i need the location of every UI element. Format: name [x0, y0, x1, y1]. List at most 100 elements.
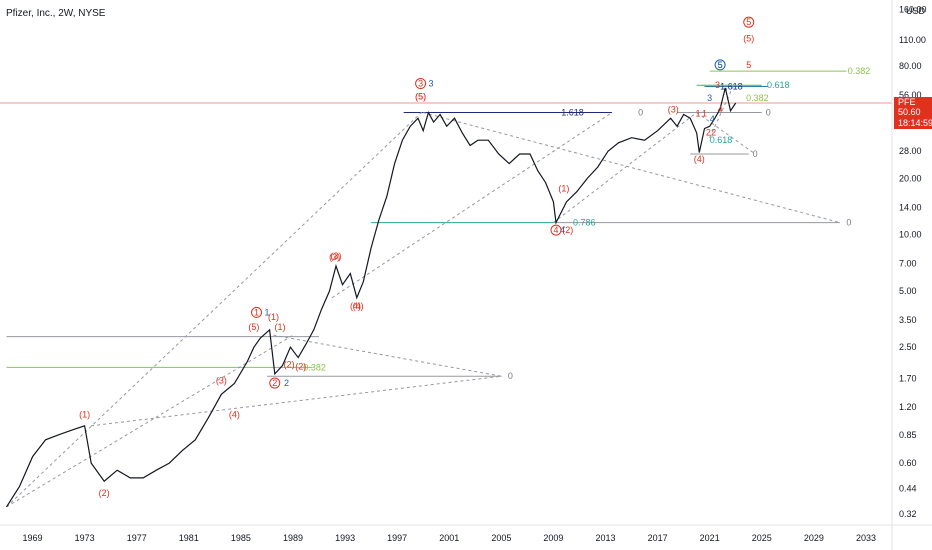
wave-label-blue: 1 — [264, 307, 269, 317]
y-tick-label: 10.00 — [899, 230, 922, 240]
x-tick-label: 2017 — [648, 533, 668, 543]
current-price-value: 50.60 18:14:59 — [894, 107, 932, 130]
wave-circle-label: 2 — [272, 378, 277, 388]
wave-label-blue: 3 — [707, 93, 712, 103]
fib-label: 0.382 — [303, 362, 326, 372]
x-tick-label: 2013 — [596, 533, 616, 543]
price-line — [5, 87, 737, 508]
wave-label-red: 1 — [702, 108, 707, 118]
y-tick-label: 3.50 — [899, 315, 917, 325]
fib-label: 0.382 — [848, 66, 871, 76]
price-tag-price: 50.60 — [898, 107, 921, 118]
fib-label: 1.618 — [561, 108, 584, 118]
fib-label: 0 — [753, 149, 758, 159]
x-tick-label: 2021 — [700, 533, 720, 543]
wave-circle-label: 5 — [718, 60, 723, 70]
y-tick-label: 0.85 — [899, 430, 917, 440]
y-tick-label: 5.00 — [899, 286, 917, 296]
wave-label-blue: 2 — [284, 378, 289, 388]
wave-label-red: (3) — [668, 105, 679, 115]
y-tick-label: 7.00 — [899, 259, 917, 269]
wave-circle — [550, 224, 562, 236]
y-tick-label: 110.00 — [899, 35, 926, 45]
wave-label-red: (5) — [415, 91, 426, 101]
time-axis[interactable]: 1969 1973 1977 1981 1985 1989 1993 1997 2001 2005… — [0, 524, 932, 543]
wave-label-red: (4) — [694, 154, 705, 164]
trend-line[interactable] — [91, 375, 502, 427]
y-tick-label: 80.00 — [899, 61, 922, 71]
y-tick-label: 14.00 — [899, 202, 922, 212]
y-tick-label: 160.00 — [899, 5, 927, 15]
x-tick-label: 1989 — [283, 533, 303, 543]
x-tick-label: 2025 — [752, 533, 772, 543]
fib-label: 0.618 — [767, 80, 790, 90]
x-tick-label: 1973 — [75, 533, 95, 543]
fib-label: 0 — [508, 371, 513, 381]
x-tick-label: 1997 — [387, 533, 407, 543]
wave-label-red: 2 — [706, 127, 711, 137]
trend-line[interactable] — [273, 334, 502, 377]
wave-label-red: 5 — [746, 60, 751, 70]
price-tag-countdown: 18:14:59 — [898, 118, 932, 129]
wave-circle-label: 4 — [554, 225, 559, 235]
y-tick-label: 1.70 — [899, 374, 917, 384]
trend-line[interactable] — [423, 112, 841, 224]
wave-circle — [714, 59, 726, 71]
y-tick-label: 0.60 — [899, 458, 917, 468]
wave-label-red: (2) — [284, 359, 295, 369]
wave-label-red: (4) — [229, 410, 240, 420]
fib-label: 0.382 — [746, 93, 769, 103]
price-tag-symbol: PFE — [898, 97, 916, 108]
wave-label-blue: 4 — [560, 225, 565, 235]
y-tick-label: 1.20 — [899, 402, 917, 412]
price-axis[interactable]: 160.00110.0080.0056.0040.0028.0020.0014.… — [891, 0, 927, 550]
wave-label-red: (3) — [329, 252, 340, 262]
y-tick-label: 56.00 — [899, 90, 922, 100]
wave-label-red: (4) — [353, 301, 364, 311]
trend-line[interactable] — [331, 112, 613, 299]
chart-legend[interactable]: Pfizer, Inc., 2W, NYSE — [6, 8, 105, 19]
wave-label-blue: 3 — [429, 79, 434, 89]
wave-label-red: (5) — [415, 91, 426, 101]
wave-label-red: (5) — [743, 33, 754, 43]
fib-label: 0.786 — [573, 218, 596, 228]
wave-label-red: (1) — [558, 184, 569, 194]
wave-circle — [415, 78, 427, 90]
wave-label-red: (2) — [295, 362, 306, 372]
wave-label-red: 2 — [711, 127, 716, 137]
x-tick-label: 1969 — [23, 533, 43, 543]
y-tick-label: 0.44 — [899, 483, 917, 493]
wave-label-red: 3 — [715, 80, 720, 90]
symbol-title: Pfizer, Inc., 2W, NYSE — [6, 8, 106, 19]
wave-label-red: (1) — [274, 322, 285, 332]
wave-label-red: (4) — [350, 301, 361, 311]
x-tick-label: 2001 — [439, 533, 459, 543]
wave-circle-label: 3 — [418, 79, 423, 89]
fibonacci-lines[interactable]: 1.618 0 0.786 0 0.382 0 1.618 0.618 0.382 0.382 0 0… — [0, 66, 892, 508]
fib-label: 1.618 — [720, 82, 743, 92]
y-tick-label: 28.00 — [899, 146, 922, 156]
wave-label-red: (3) — [330, 251, 341, 261]
x-tick-label: 1985 — [231, 533, 251, 543]
x-tick-label: 2005 — [491, 533, 511, 543]
x-tick-label: 1981 — [179, 533, 199, 543]
wave-annotations: (1) (2) (3) (4) (5) (1) (2) (3) (4) (5) (1) (2) (3) (… — [79, 16, 754, 498]
wave-circle — [269, 377, 281, 389]
wave-label-red: (2) — [99, 488, 110, 498]
current-price-tag: PFE — [894, 97, 932, 109]
fib-label: 0.618 — [710, 135, 733, 145]
wave-label-red: (1) — [79, 410, 90, 420]
wave-circle — [251, 306, 263, 318]
wave-label-red: (3) — [216, 375, 227, 385]
wave-circle-label: 5 — [746, 17, 751, 27]
fib-label: 0 — [638, 108, 643, 118]
trend-line[interactable] — [6, 334, 294, 508]
x-tick-label: 1993 — [335, 533, 355, 543]
wave-label-blue: 5 — [718, 60, 723, 70]
fib-label: 0 — [846, 218, 851, 228]
wave-label-blue: 4 — [710, 114, 715, 124]
y-tick-label: 20.00 — [899, 173, 922, 183]
trend-line[interactable] — [553, 112, 697, 224]
